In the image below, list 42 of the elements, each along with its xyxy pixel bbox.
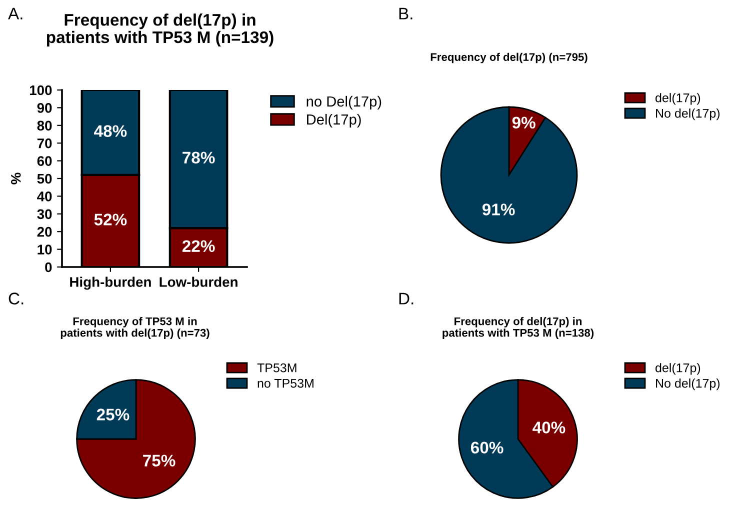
data-label: 48% bbox=[94, 125, 127, 137]
x-tick-label: Low-burden bbox=[160, 276, 238, 287]
y-tick-label: 100 bbox=[30, 85, 52, 96]
y-tick-label: 70 bbox=[37, 138, 52, 148]
y-tick-label: 90 bbox=[37, 103, 52, 113]
y-tick-label: 20 bbox=[37, 226, 52, 237]
text: B. bbox=[399, 8, 412, 20]
data-label: 25% bbox=[96, 408, 130, 420]
data-label: 9% bbox=[512, 116, 536, 129]
data-label: 52% bbox=[94, 214, 127, 226]
legend-label: del(17p) bbox=[656, 93, 700, 105]
y-tick-label: 60 bbox=[37, 156, 52, 166]
chart-title: Frequency of del(17p) in patients with TP53 M (n=138) bbox=[442, 317, 594, 339]
legend-label: no Del(17p) bbox=[306, 96, 382, 110]
legend-label: del(17p) bbox=[656, 363, 700, 375]
y-tick-label: 50 bbox=[37, 174, 52, 184]
y-axis-title: % bbox=[11, 172, 21, 184]
pie-slice bbox=[76, 379, 196, 499]
legend-label: Del(17p) bbox=[307, 114, 361, 128]
y-tick-label: 30 bbox=[37, 209, 52, 220]
chart-title: Frequency of TP53 M in patients with del(17p) (n=73) bbox=[60, 317, 210, 339]
data-label: 60% bbox=[470, 442, 504, 454]
pie-slice bbox=[440, 106, 578, 244]
y-tick-label: 10 bbox=[38, 244, 52, 254]
data-label: 40% bbox=[532, 422, 566, 434]
chart-title: Frequency of del(17p) (n=795) bbox=[430, 52, 588, 64]
y-tick-label: 40 bbox=[37, 192, 52, 202]
y-tick-label: 80 bbox=[37, 120, 52, 131]
text: A. bbox=[8, 8, 22, 20]
data-label: 75% bbox=[143, 454, 176, 466]
legend-label: TP53M bbox=[257, 363, 296, 372]
legend-label: No del(17p) bbox=[656, 378, 720, 390]
legend-label: no TP53M bbox=[258, 378, 314, 388]
x-tick-label: High-burden bbox=[70, 276, 151, 290]
text: D. bbox=[399, 292, 414, 304]
data-label: 78% bbox=[182, 152, 215, 164]
y-tick-label: 0 bbox=[45, 262, 52, 272]
text: C. bbox=[8, 292, 24, 304]
data-label: 91% bbox=[482, 204, 515, 216]
data-label: 22% bbox=[182, 240, 215, 252]
chart-title: Frequency of del(17p) in patients with TP53 M (n=139) bbox=[46, 14, 274, 46]
legend-label: No del(17p) bbox=[656, 108, 720, 120]
